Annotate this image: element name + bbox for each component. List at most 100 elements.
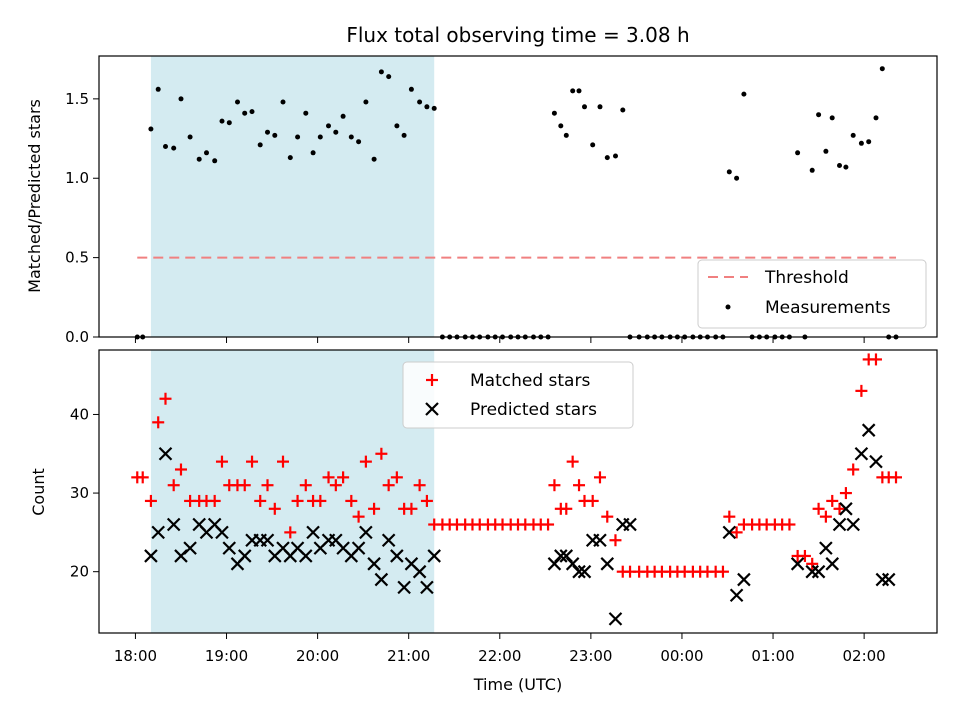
matched-star-point <box>593 471 606 484</box>
measurement-point <box>408 86 414 92</box>
legend-measurements-swatch <box>725 304 731 310</box>
matched-star-point <box>806 557 819 570</box>
measurement-point <box>850 132 856 138</box>
measurement-point <box>424 104 430 110</box>
measurement-point <box>613 153 618 159</box>
measurement-point <box>363 99 369 105</box>
bottom-x-tick-label: 18:00 <box>114 647 157 665</box>
bottom-y-tick-label: 30 <box>70 484 89 502</box>
predicted-star-point <box>237 549 252 563</box>
measurement-point <box>171 145 177 151</box>
measurement-point <box>265 129 270 135</box>
measurement-point <box>401 132 407 138</box>
measurement-point <box>879 66 885 72</box>
matched-star-point <box>152 416 165 429</box>
matched-star-point <box>159 392 172 405</box>
legend-matched-swatch <box>426 374 438 386</box>
measurement-point <box>295 134 301 140</box>
measurement-point <box>242 110 248 116</box>
predicted-star-point <box>819 541 833 555</box>
bottom-x-tick-label: 00:00 <box>660 647 703 665</box>
bottom-legend-box <box>402 361 634 429</box>
predicted-star-point <box>875 572 890 587</box>
matched-star-point <box>833 502 846 515</box>
matched-star-point <box>420 494 433 507</box>
matched-star-point <box>174 463 187 476</box>
bottom-y-axis-label: Count <box>29 468 48 516</box>
predicted-star-point <box>869 454 883 469</box>
legend-measurements-label: Measurements <box>765 298 891 318</box>
measurement-point <box>726 169 732 175</box>
matched-star-point <box>375 447 388 460</box>
measurement-point <box>620 107 626 113</box>
predicted-star-point <box>381 533 396 548</box>
measurement-point <box>348 134 354 140</box>
chart-title: Flux total observing time = 3.08 h <box>346 23 689 47</box>
predicted-star-point <box>737 572 751 587</box>
top-y-axis-label: Matched/Predicted stars <box>25 99 44 293</box>
x-axis-label: Time (UTC) <box>473 675 562 694</box>
top-y-ticks: 0.0 0.5 1.0 1.5 <box>65 90 99 346</box>
measurement-point <box>226 120 232 126</box>
measurement-point <box>249 109 255 115</box>
measurement-point <box>212 158 218 164</box>
matched-star-point <box>573 479 586 492</box>
matched-star-point <box>847 463 860 476</box>
matched-star-point <box>413 479 426 492</box>
matched-star-point <box>254 494 267 507</box>
measurement-point <box>257 142 263 148</box>
predicted-star-point <box>412 564 427 579</box>
bottom-x-tick-label: 02:00 <box>843 647 886 665</box>
predicted-star-point <box>158 446 173 461</box>
top-legend-box <box>697 259 927 329</box>
predicted-star-point <box>790 557 805 571</box>
measurement-point <box>431 105 437 111</box>
predicted-star-point <box>600 557 615 571</box>
measurement-point <box>570 88 576 94</box>
measurement-point <box>187 134 193 140</box>
matched-star-point <box>284 526 297 539</box>
measurement-point <box>576 88 582 94</box>
matched-star-point <box>268 502 281 515</box>
bottom-x-tick-label: 23:00 <box>569 647 612 665</box>
predicted-star-point <box>427 549 441 563</box>
measurement-point <box>823 148 829 154</box>
measurement-point <box>604 155 610 161</box>
matched-star-point <box>136 471 149 484</box>
predicted-star-point <box>222 541 237 555</box>
measurement-point <box>378 69 384 75</box>
matched-star-point <box>826 494 839 507</box>
top-x-ticks <box>134 337 865 343</box>
predicted-star-point <box>397 580 411 595</box>
predicted-star-point <box>577 564 592 579</box>
measurement-point <box>843 164 849 170</box>
measurement-point <box>816 112 822 118</box>
predicted-star-point <box>846 517 860 532</box>
predicted-star-point <box>825 557 840 571</box>
matched-star-point <box>812 502 825 515</box>
matched-star-point <box>314 494 327 507</box>
matched-star-point <box>359 455 372 468</box>
measurement-point <box>837 163 842 168</box>
matched-star-point <box>322 471 335 484</box>
measurement-point <box>280 99 286 105</box>
predicted-star-point <box>420 580 434 595</box>
matched-star-point <box>215 455 228 468</box>
measurement-point <box>235 99 240 105</box>
predicted-star-point <box>593 533 607 548</box>
predicted-star-point <box>351 541 366 555</box>
matched-star-point <box>238 479 251 492</box>
matched-star-point <box>730 526 743 539</box>
matched-star-point <box>345 494 358 507</box>
measurement-point <box>148 126 154 132</box>
matched-star-point <box>798 549 811 562</box>
predicted-star-point <box>359 525 373 540</box>
top-y-tick-label: 0.5 <box>65 249 89 267</box>
measurement-point <box>558 123 564 129</box>
predicted-star-point <box>298 549 313 563</box>
measurement-point <box>795 150 801 156</box>
bottom-shaded-interval <box>150 350 435 633</box>
predicted-star-point <box>151 525 165 540</box>
measurement-point <box>809 167 815 173</box>
legend-predicted-swatch <box>425 402 439 416</box>
